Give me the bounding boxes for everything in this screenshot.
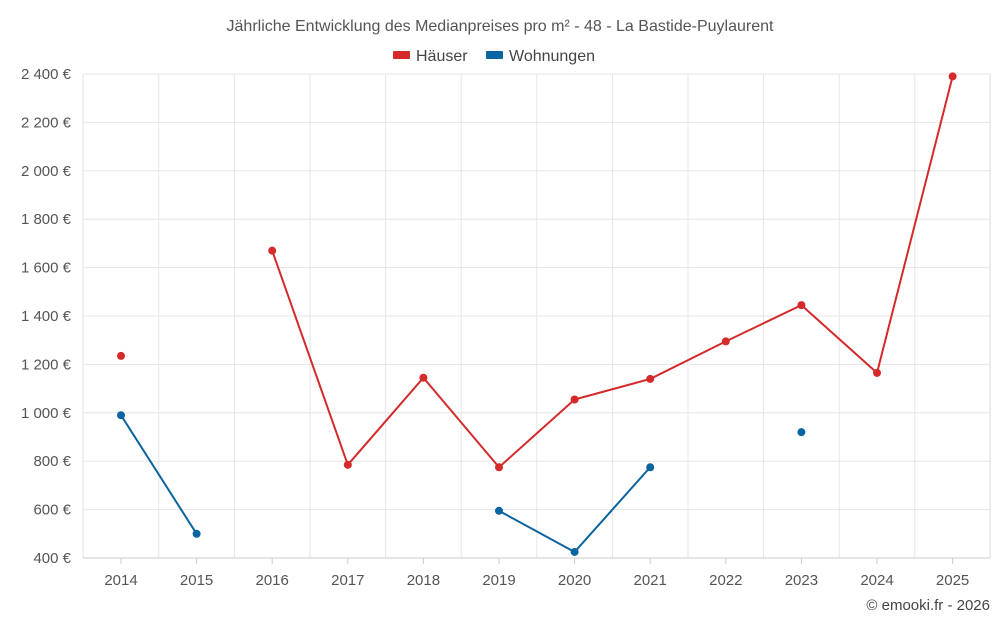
data-point[interactable] (948, 72, 957, 81)
legend: Häuser Wohnungen (393, 48, 595, 65)
data-point[interactable] (268, 246, 277, 255)
y-tick-label: 600 € (33, 502, 71, 519)
data-point[interactable] (721, 337, 730, 346)
data-point[interactable] (495, 506, 503, 515)
data-point[interactable] (419, 373, 428, 382)
data-point[interactable] (192, 529, 201, 538)
axes: 400 € 600 € 800 € 1 000 € 1 200 € 1 400 € 1 60… (21, 66, 990, 589)
data-point[interactable] (343, 460, 352, 469)
series-layer (117, 72, 957, 556)
data-point[interactable] (117, 351, 125, 360)
data-point[interactable] (873, 368, 881, 377)
data-point[interactable] (797, 428, 806, 437)
y-tick-label: 1 200 € (21, 356, 72, 373)
data-point[interactable] (646, 374, 655, 383)
x-tick-label: 2020 (558, 572, 591, 589)
credit-text: © emooki.fr - 2026 (866, 597, 990, 614)
y-tick-label: 2 000 € (21, 163, 72, 180)
legend-label: Häuser (416, 48, 468, 65)
legend-item[interactable]: Wohnungen (486, 48, 595, 65)
legend-label: Wohnungen (509, 48, 595, 65)
data-point[interactable] (570, 395, 579, 404)
data-point[interactable] (117, 411, 125, 420)
chart-title: Jährliche Entwicklung des Medianpreises … (227, 18, 774, 35)
legend-item[interactable]: Häuser (393, 48, 468, 65)
y-tick-label: 1 400 € (21, 308, 72, 325)
y-tick-label: 2 200 € (21, 114, 72, 131)
y-tick-label: 800 € (33, 453, 71, 470)
x-tick-label: 2018 (407, 572, 440, 589)
data-point[interactable] (495, 463, 503, 472)
x-tick-label: 2019 (482, 572, 515, 589)
series-line (271, 76, 954, 469)
y-tick-label: 1 800 € (21, 211, 72, 228)
x-tick-label: 2023 (785, 572, 818, 589)
x-tick-label: 2024 (860, 572, 893, 589)
x-tick-label: 2022 (709, 572, 742, 589)
y-tick-label: 1 000 € (21, 405, 72, 422)
x-tick-label: 2025 (936, 572, 969, 589)
grid (82, 73, 991, 558)
data-point[interactable] (646, 463, 655, 472)
y-tick-label: 2 400 € (21, 66, 72, 83)
data-point[interactable] (797, 301, 806, 310)
series-0 (117, 72, 957, 472)
series-1 (117, 411, 806, 556)
series-line (120, 414, 198, 535)
x-tick-label: 2014 (104, 572, 137, 589)
x-tick-label: 2015 (180, 572, 213, 589)
y-tick-label: 400 € (33, 550, 71, 567)
legend-swatch (486, 51, 503, 59)
x-tick-label: 2016 (256, 572, 289, 589)
data-point[interactable] (570, 547, 579, 556)
x-tick-label: 2021 (634, 572, 667, 589)
x-tick-label: 2017 (331, 572, 364, 589)
legend-swatch (393, 51, 410, 59)
y-tick-label: 1 600 € (21, 260, 72, 277)
